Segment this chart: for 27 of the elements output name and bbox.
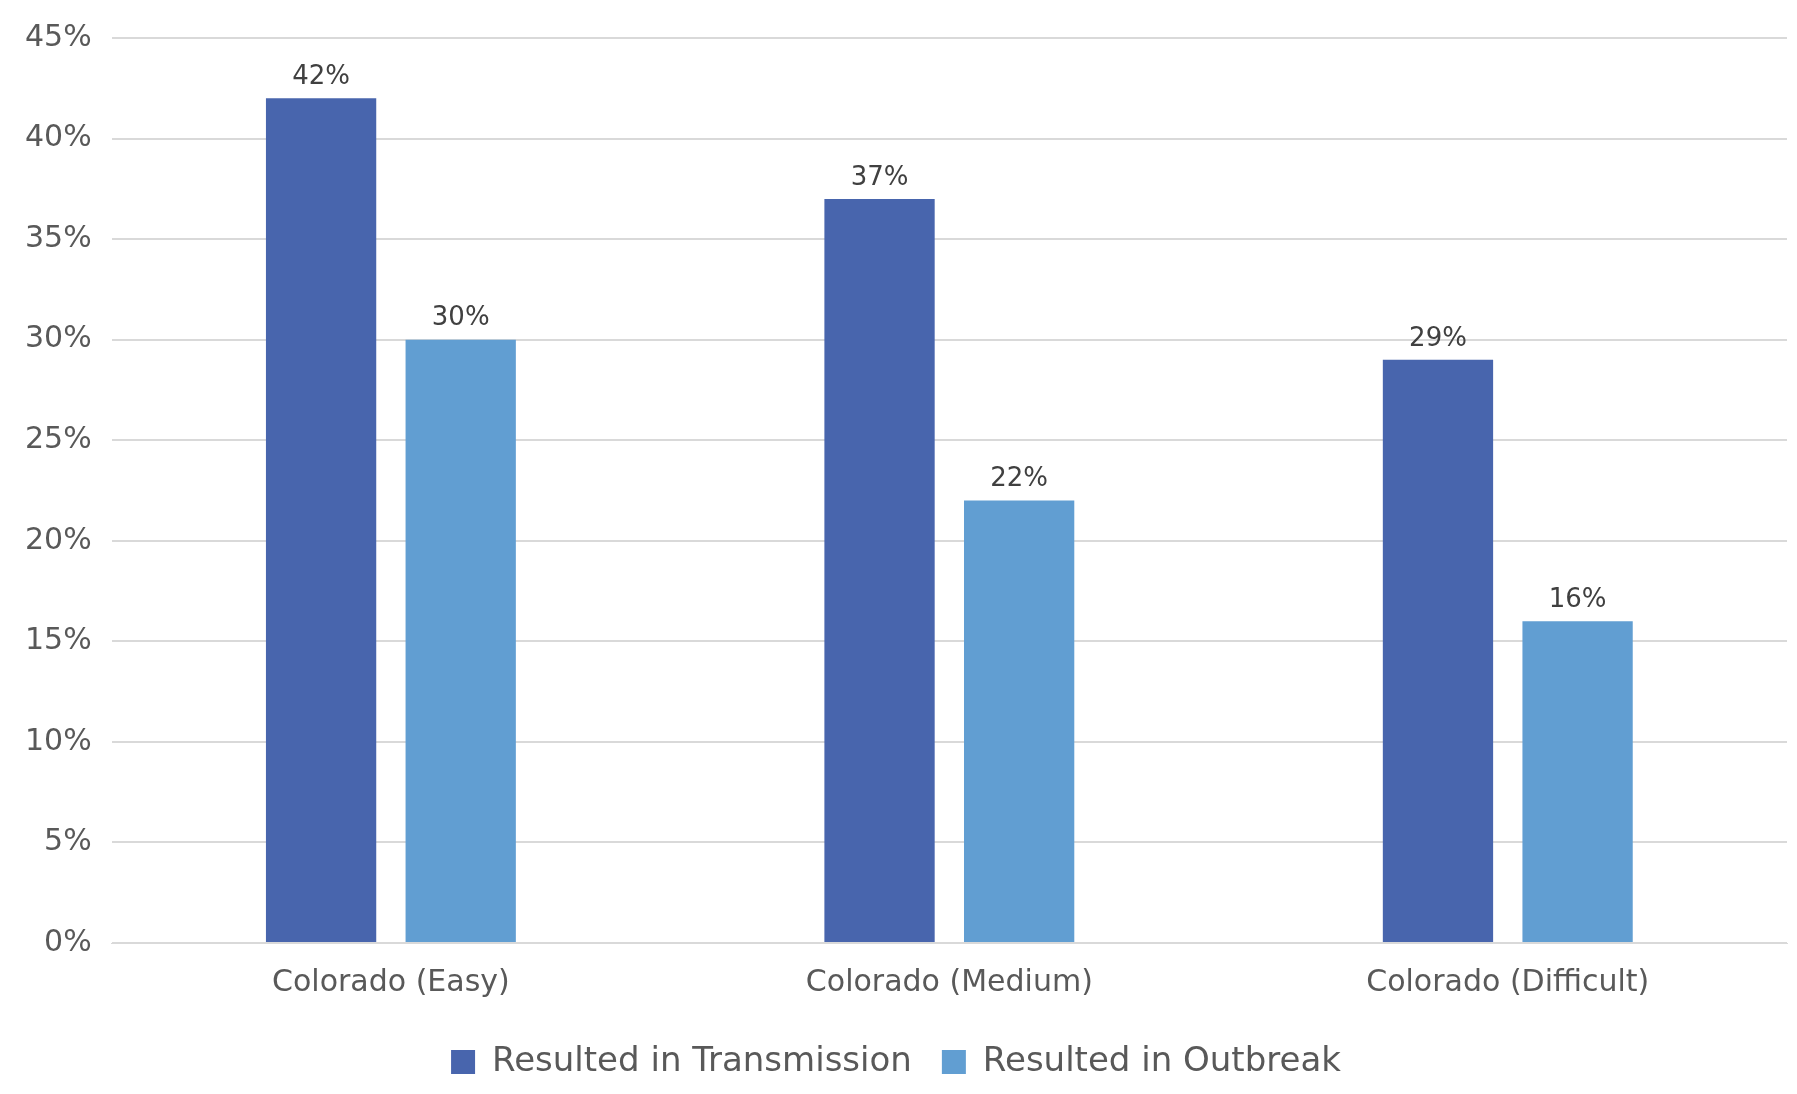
data-label: 29% [1409,321,1467,352]
data-label: 22% [990,462,1049,493]
legend-label: Resulted in Outbreak [982,1038,1342,1079]
data-label: 16% [1548,582,1607,613]
data-label: 37% [850,160,909,191]
y-tick-label: 25% [24,420,92,456]
bar [964,500,1075,942]
y-tick-label: 0% [44,922,92,958]
bar [1522,621,1633,942]
y-tick-label: 15% [24,621,92,657]
bar [405,339,516,942]
y-tick-label: 45% [24,17,92,53]
legend-label: Resulted in Transmission [492,1038,912,1079]
y-tick-label: 30% [24,319,92,355]
y-tick-label: 10% [24,721,92,757]
bar [824,198,935,942]
y-tick-label: 5% [44,822,92,858]
data-label: 42% [292,60,350,91]
bar [1382,359,1494,942]
x-tick-label: Colorado (Difficult) [1366,962,1650,998]
data-label: 30% [431,301,490,332]
bar [265,98,377,942]
y-tick-label: 35% [24,218,92,254]
x-tick-label: Colorado (Medium) [805,962,1093,998]
x-tick-label: Colorado (Easy) [272,962,510,998]
y-tick-label: 20% [24,520,92,556]
y-tick-label: 40% [24,118,92,154]
